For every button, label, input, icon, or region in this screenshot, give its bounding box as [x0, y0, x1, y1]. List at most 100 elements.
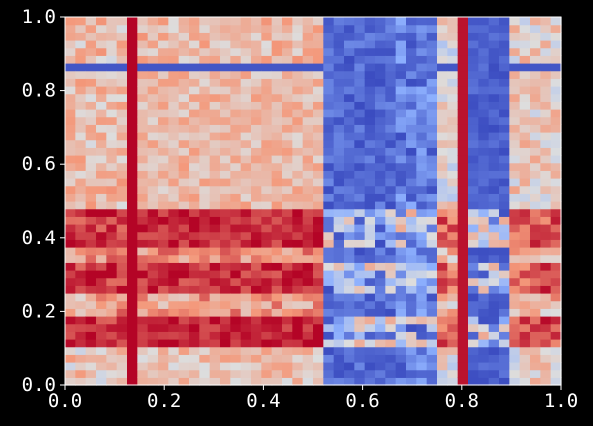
heatmap-cell: [447, 78, 459, 87]
x-tick-label: 0.0: [48, 390, 82, 412]
heatmap-cell: [457, 254, 469, 263]
heatmap-cell: [416, 216, 428, 225]
heatmap-cell: [240, 55, 252, 64]
heatmap-cell: [437, 369, 448, 378]
heatmap-cell: [416, 47, 428, 56]
heatmap-cell: [199, 24, 211, 33]
heatmap-cell: [364, 354, 376, 363]
heatmap-cell: [75, 208, 87, 217]
heatmap-cell: [344, 354, 355, 363]
heatmap-cell: [364, 254, 376, 263]
heatmap-cell: [385, 362, 397, 371]
heatmap-cell: [395, 377, 407, 386]
heatmap-cell: [189, 93, 200, 102]
heatmap-cell: [468, 124, 479, 133]
heatmap-cell: [282, 377, 293, 386]
heatmap-cell: [519, 63, 531, 72]
heatmap-cell: [199, 216, 211, 225]
heatmap-cell: [354, 339, 366, 348]
heatmap-cell: [447, 17, 459, 26]
heatmap-cell: [302, 32, 314, 41]
heatmap-cell: [333, 185, 345, 194]
heatmap-cell: [75, 55, 87, 64]
heatmap-cell: [313, 239, 324, 248]
heatmap-cell: [385, 70, 397, 79]
heatmap-cell: [395, 316, 407, 325]
heatmap-cell: [168, 40, 180, 49]
heatmap-cell: [313, 63, 324, 72]
heatmap-cell: [313, 78, 324, 87]
heatmap-cell: [282, 331, 293, 340]
heatmap-cell: [416, 208, 428, 217]
heatmap-cell: [426, 32, 438, 41]
heatmap-cell: [416, 254, 428, 263]
heatmap-cell: [137, 124, 149, 133]
heatmap-cell: [354, 63, 366, 72]
heatmap-cell: [313, 331, 324, 340]
heatmap-cell: [550, 346, 562, 355]
heatmap-cell: [302, 285, 314, 294]
heatmap-cell: [178, 208, 190, 217]
heatmap-cell: [96, 40, 107, 49]
heatmap-cell: [426, 369, 438, 378]
heatmap-cell: [344, 132, 355, 141]
heatmap-cell: [292, 193, 304, 202]
heatmap-cell: [499, 316, 510, 325]
heatmap-cell: [416, 193, 428, 202]
heatmap-cell: [354, 170, 366, 179]
heatmap-cell: [313, 162, 324, 171]
heatmap-cell: [302, 155, 314, 164]
heatmap-cell: [344, 109, 355, 118]
heatmap-cell: [230, 170, 242, 179]
heatmap-cell: [282, 201, 293, 210]
heatmap-cell: [509, 93, 521, 102]
heatmap-cell: [478, 362, 490, 371]
heatmap-cell: [509, 293, 521, 302]
heatmap-cell: [519, 201, 531, 210]
heatmap-cell: [313, 300, 324, 309]
heatmap-cell: [75, 262, 87, 271]
heatmap-cell: [499, 55, 510, 64]
heatmap-cell: [158, 270, 169, 279]
heatmap-cell: [313, 70, 324, 79]
heatmap-cell: [457, 247, 469, 256]
heatmap-cell: [261, 78, 273, 87]
heatmap-cell: [395, 270, 407, 279]
heatmap-cell: [158, 124, 169, 133]
heatmap-cell: [437, 293, 448, 302]
heatmap-cell: [468, 231, 479, 240]
heatmap-cell: [416, 170, 428, 179]
heatmap-cell: [364, 32, 376, 41]
heatmap-cell: [240, 132, 252, 141]
heatmap-cell: [323, 47, 335, 56]
heatmap-cell: [499, 155, 510, 164]
heatmap-cell: [499, 239, 510, 248]
heatmap-cell: [292, 262, 304, 271]
heatmap-cell: [488, 354, 500, 363]
heatmap-cell: [519, 32, 531, 41]
heatmap-cell: [364, 47, 376, 56]
heatmap-cell: [116, 208, 128, 217]
heatmap-cell: [251, 208, 262, 217]
heatmap-cell: [158, 193, 169, 202]
heatmap-cell: [240, 124, 252, 133]
heatmap-cell: [344, 300, 355, 309]
heatmap-cell: [437, 224, 448, 233]
heatmap-cell: [75, 101, 87, 110]
heatmap-cell: [75, 17, 87, 26]
heatmap-cell: [240, 116, 252, 125]
heatmap-cell: [220, 47, 231, 56]
heatmap-cell: [478, 369, 490, 378]
heatmap-cell: [96, 285, 107, 294]
heatmap-cell: [323, 32, 335, 41]
heatmap-cell: [323, 70, 335, 79]
heatmap-cell: [509, 308, 521, 317]
heatmap-cell: [354, 124, 366, 133]
heatmap-cell: [426, 86, 438, 95]
heatmap-cell: [426, 109, 438, 118]
heatmap-cell: [499, 208, 510, 217]
heatmap-cell: [457, 132, 469, 141]
heatmap-cell: [168, 369, 180, 378]
heatmap-cell: [530, 170, 541, 179]
heatmap-cell: [499, 170, 510, 179]
